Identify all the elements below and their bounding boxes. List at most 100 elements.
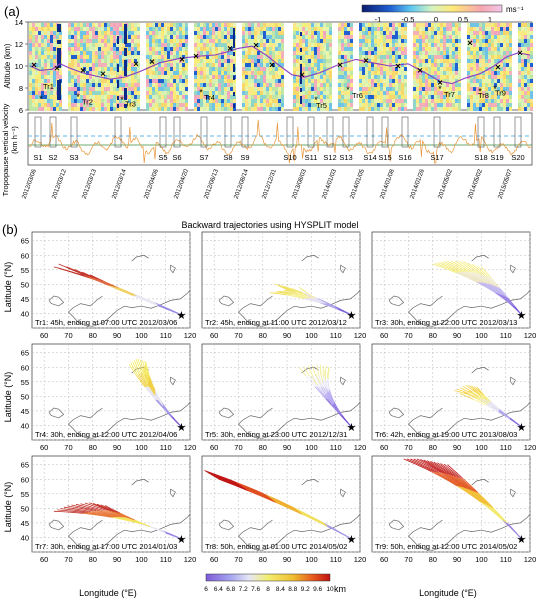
curtain-cell xyxy=(473,67,476,71)
curtain-cell xyxy=(320,23,323,27)
curtain-cell xyxy=(509,23,512,27)
curtain-cell xyxy=(500,95,503,99)
curtain-cell xyxy=(392,75,395,79)
curtain-cell xyxy=(77,63,80,67)
curtain-cell xyxy=(152,31,155,35)
curtain-cell xyxy=(296,23,299,27)
curtain-cell xyxy=(104,27,107,31)
curtain-cell xyxy=(122,35,125,39)
curtain-cell xyxy=(479,83,482,87)
curtain-cell xyxy=(338,95,341,99)
curtain-cell xyxy=(296,91,299,95)
curtain-cell xyxy=(422,107,425,111)
curtain-cell xyxy=(389,55,392,59)
curtain-cell xyxy=(398,27,401,31)
curtain-cell xyxy=(224,79,227,83)
curtain-cell xyxy=(149,103,152,107)
curtain-cell xyxy=(71,35,74,39)
curtain-cell xyxy=(527,43,530,47)
curtain-cell xyxy=(362,91,365,95)
curtain-cell xyxy=(311,79,314,83)
curtain-cell xyxy=(476,87,479,91)
curtain-cell xyxy=(89,23,92,27)
panel-b-label: (b) xyxy=(2,222,18,237)
curtain-cell xyxy=(485,91,488,95)
curtain-cell xyxy=(146,107,149,111)
curtain-cell xyxy=(146,95,149,99)
curtain-cell xyxy=(167,95,170,99)
curtain-cell xyxy=(344,63,347,67)
curtain-cell xyxy=(155,39,158,43)
coastline xyxy=(510,264,516,274)
curtain-cell xyxy=(338,79,341,83)
curtain-cell xyxy=(59,43,62,47)
curtain-cell xyxy=(206,55,209,59)
curtain-cell xyxy=(275,87,278,91)
segment-label: S12 xyxy=(323,153,336,162)
beijing-star: ★ xyxy=(517,310,527,322)
curtain-cell xyxy=(254,79,257,83)
curtain-cell xyxy=(308,43,311,47)
curtain-cell xyxy=(50,23,53,27)
trajectory-line xyxy=(296,293,311,299)
curtain-cell xyxy=(497,59,500,63)
curtain-cell xyxy=(425,51,428,55)
curtain-cell xyxy=(302,27,305,31)
curtain-cell xyxy=(248,27,251,31)
curtain-cell xyxy=(149,47,152,51)
curtain-cell xyxy=(80,31,83,35)
curtain-cell xyxy=(500,51,503,55)
curtain-cell xyxy=(296,107,299,111)
curtain-cell xyxy=(182,27,185,31)
curtain-cell xyxy=(374,51,377,55)
curtain-cell xyxy=(413,71,416,75)
curtain-cell xyxy=(170,31,173,35)
curtain-cell xyxy=(401,39,404,43)
curtain-cell xyxy=(104,47,107,51)
curtain-cell xyxy=(77,43,80,47)
curtain-cell xyxy=(368,79,371,83)
curtain-cell xyxy=(491,103,494,107)
curtain-cell xyxy=(509,99,512,103)
curtain-cell xyxy=(161,35,164,39)
curtain-cell xyxy=(161,75,164,79)
curtain-cell xyxy=(413,99,416,103)
curtain-cell xyxy=(389,27,392,31)
curtain-cell xyxy=(479,27,482,31)
curtain-cell xyxy=(86,55,89,59)
curtain-cell xyxy=(368,71,371,75)
curtain-cell xyxy=(53,95,56,99)
curtain-cell xyxy=(530,43,533,47)
curtain-cell xyxy=(254,103,257,107)
longitude-tick-label: 110 xyxy=(160,555,172,564)
panel-a-label: (a) xyxy=(4,4,20,19)
curtain-cell xyxy=(164,95,167,99)
curtain-cell xyxy=(524,55,527,59)
curtain-cell xyxy=(485,55,488,59)
curtain-cell xyxy=(194,35,197,39)
curtain-cell xyxy=(425,59,428,63)
curtain-cell xyxy=(266,27,269,31)
curtain-cell xyxy=(248,107,251,111)
curtain-cell xyxy=(425,91,428,95)
curtain-cell xyxy=(455,87,458,91)
curtain-cell xyxy=(326,87,329,91)
curtain-cell xyxy=(374,95,377,99)
curtain-cell xyxy=(152,47,155,51)
curtain-cell xyxy=(359,59,362,63)
curtain-cell xyxy=(329,103,332,107)
curtain-cell xyxy=(476,95,479,99)
curtain-cell xyxy=(53,47,56,51)
curtain-cell xyxy=(50,99,53,103)
curtain-cell xyxy=(152,103,155,107)
curtain-cell xyxy=(506,71,509,75)
curtain-cell xyxy=(242,75,245,79)
curtain-cell xyxy=(92,87,95,91)
curtain-cell xyxy=(449,43,452,47)
curtain-cell xyxy=(434,39,437,43)
curtain-cell xyxy=(197,95,200,99)
velocity-series xyxy=(28,116,532,164)
curtain-cell xyxy=(479,43,482,47)
trajectory-line xyxy=(455,260,473,273)
curtain-cell xyxy=(98,63,101,67)
